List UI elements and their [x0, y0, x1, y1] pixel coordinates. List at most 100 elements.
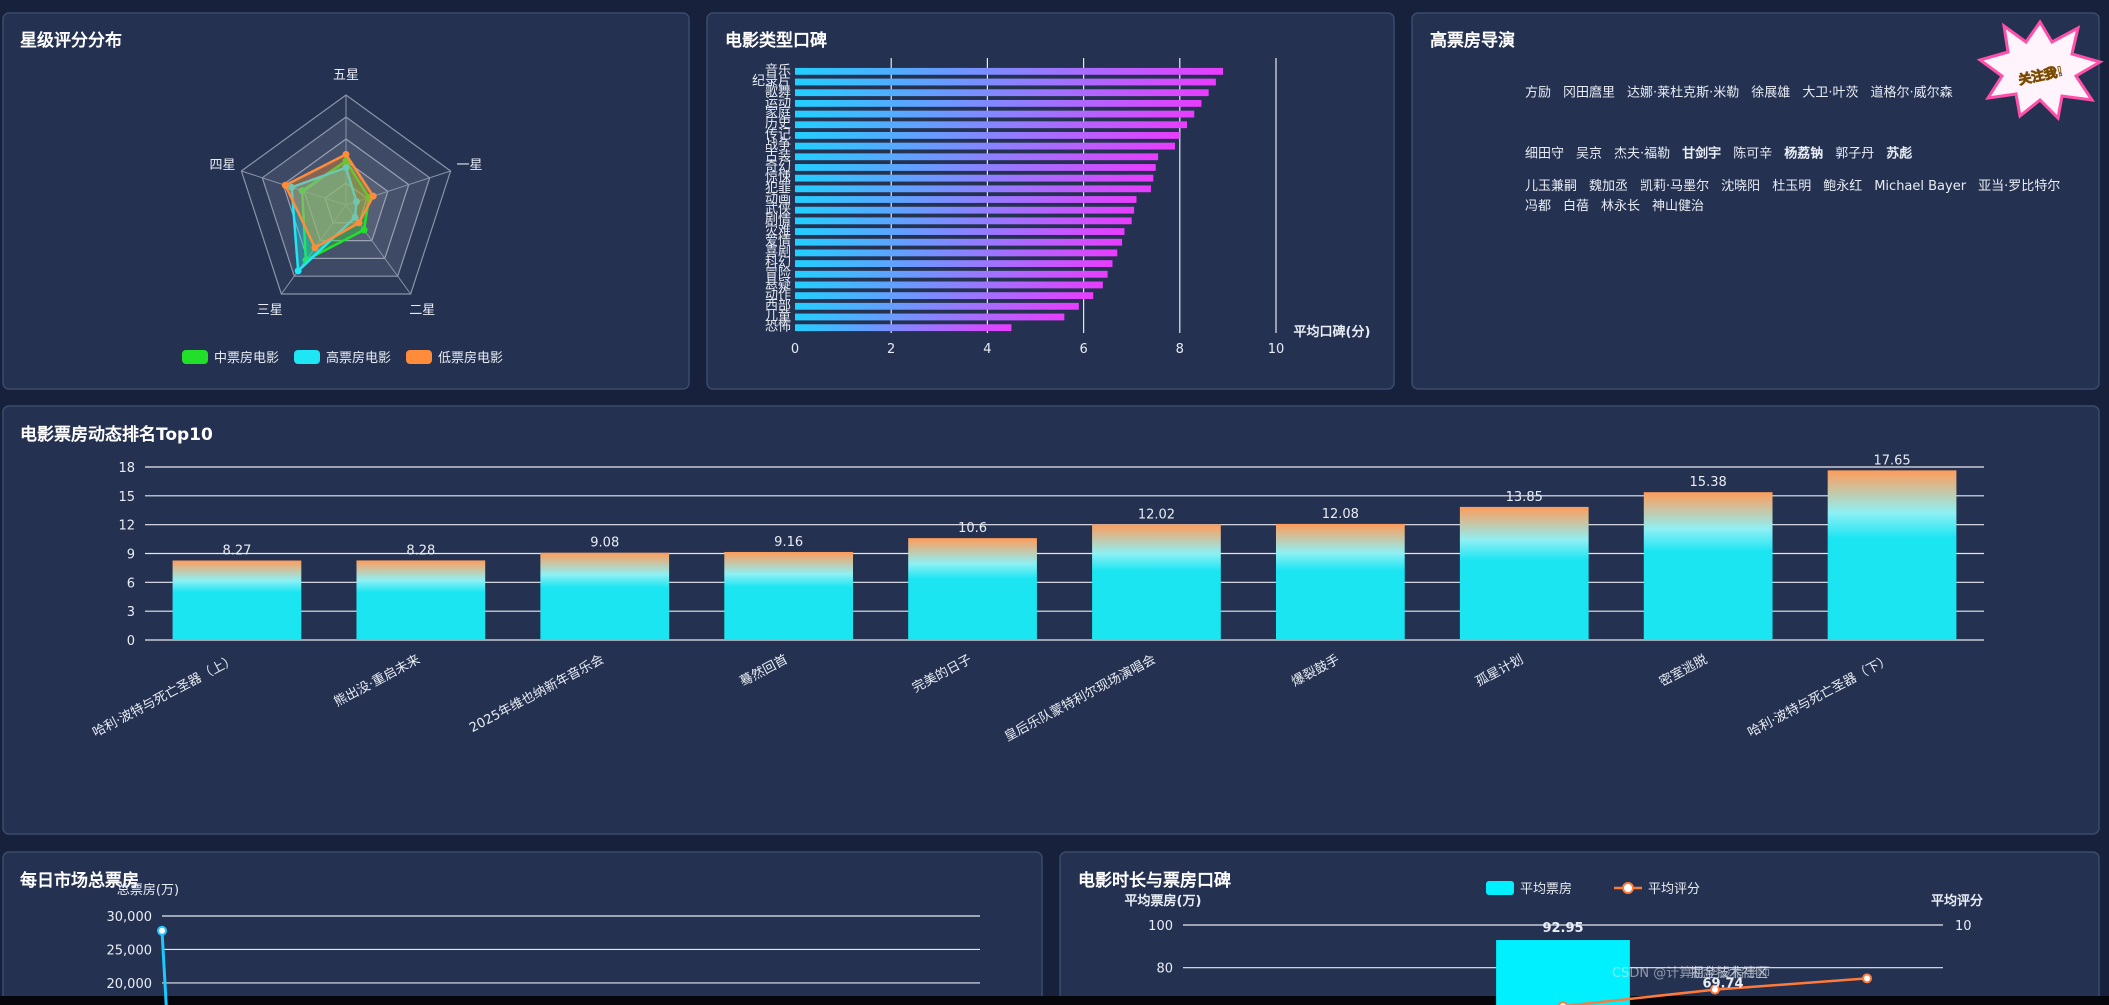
bar: [795, 89, 1209, 97]
word: 冯都: [1525, 199, 1551, 214]
radar-point: [360, 226, 368, 234]
line-point: [157, 925, 167, 936]
radar-point: [298, 187, 306, 195]
bar: [1275, 523, 1405, 640]
word: 林永长: [1601, 199, 1640, 214]
bar: [795, 238, 1123, 246]
x-tick-label: 2: [887, 342, 895, 357]
y-tick-label: 奇幻: [765, 158, 791, 174]
x-tick-label: 4: [983, 342, 991, 357]
bar: [795, 185, 1151, 193]
y-tick-label: 科幻: [765, 256, 791, 271]
bar: [795, 174, 1154, 182]
value-label: 8.28: [406, 543, 435, 558]
legend-label: 低票房电影: [438, 350, 503, 366]
panel: [2, 851, 1043, 1005]
legend-swatch: [182, 350, 208, 364]
value-label: 17.65: [1873, 453, 1910, 468]
radar-point: [355, 219, 363, 227]
radar-axis-label: 一星: [456, 158, 482, 173]
y-axis-label: 平均票房(万): [1125, 893, 1202, 909]
word: 杨荔钠: [1784, 146, 1823, 162]
panel: [1411, 12, 2100, 390]
word: 道格尔·威尔森: [1870, 84, 1952, 100]
radar-spoke: [345, 170, 451, 206]
radar-axis-label: 四星: [210, 158, 236, 173]
y-tick-label: 灾难: [765, 223, 791, 239]
panel: [1059, 851, 2100, 1005]
legend-label: 平均票房: [1520, 881, 1572, 897]
y-tick-label: 喜剧: [765, 245, 791, 260]
plot: [1496, 940, 1872, 1005]
y-tick-label: 战争: [765, 138, 791, 153]
y-tick-label: 运动: [765, 95, 791, 110]
panel-title: 高票房导演: [1430, 30, 1515, 51]
bar: [795, 228, 1125, 235]
radar-point: [294, 267, 302, 275]
y-tick-label: 3: [127, 605, 135, 620]
bar: [908, 538, 1037, 640]
bar: [795, 324, 1012, 332]
bar: [795, 249, 1118, 257]
y-tick-label: 0: [127, 634, 135, 649]
bar: [795, 270, 1108, 278]
legend-swatch: [406, 350, 432, 364]
panel-title: 电影时长与票房口碑: [1078, 870, 1231, 891]
bar: [795, 110, 1195, 118]
word: 苏彪: [1886, 146, 1912, 162]
watermark: CSDN @计算机毕设指导师: [1612, 966, 1770, 981]
word: 亚当·罗比特尔: [1978, 179, 2060, 194]
bar: [795, 217, 1132, 225]
radar-point: [288, 183, 296, 191]
value-label: 69.74: [1702, 977, 1743, 992]
word: 鲍永红: [1823, 178, 1862, 194]
bar: [1459, 506, 1589, 640]
word: 细田守: [1525, 147, 1564, 162]
word: 沈晓阳: [1721, 179, 1760, 194]
bar: [795, 153, 1159, 161]
bar: [1496, 940, 1630, 1005]
y-tick-label: 西部: [765, 298, 791, 313]
panel-title: 电影类型口碑: [725, 30, 827, 51]
word: 方励: [1525, 84, 1551, 100]
y-tick-label: 武侠: [765, 202, 791, 217]
panel: [2, 405, 2100, 835]
radar-point: [281, 181, 289, 189]
radar-point: [352, 198, 360, 206]
y-tick-label: 25,000: [107, 943, 153, 958]
value-label: 9.16: [774, 535, 803, 550]
word: 神山健治: [1652, 199, 1704, 214]
x-tick-label: 6: [1079, 342, 1087, 357]
value-label: 9.08: [590, 536, 619, 551]
bar: [795, 260, 1113, 267]
badge: 关注我!: [1976, 19, 2104, 122]
y-tick-label: 儿童: [765, 308, 791, 324]
y-tick-label: 音乐: [765, 62, 791, 78]
y-tick-label: 动画: [765, 192, 791, 207]
bar: [1092, 524, 1221, 640]
y-tick-label: 冒险: [765, 266, 791, 281]
line-point: [1862, 973, 1872, 984]
word: 陈可辛: [1733, 146, 1772, 162]
value-label: 13.85: [1506, 490, 1543, 505]
bar: [795, 142, 1175, 150]
x-tick-label: 8: [1176, 342, 1184, 357]
bar: [795, 206, 1135, 214]
value-label: 12.02: [1138, 507, 1175, 522]
panel-title: 星级评分分布: [20, 30, 122, 51]
legend-swatch: [294, 350, 320, 364]
radar-point: [342, 150, 350, 158]
word: 杜玉明: [1772, 179, 1811, 194]
bar: [1643, 492, 1773, 640]
bar: [795, 313, 1065, 321]
y-tick-label: 历史: [765, 117, 791, 132]
radar-area: [283, 152, 375, 250]
y-tick-label: 悬疑: [765, 276, 791, 292]
line-point: [1558, 1001, 1568, 1005]
line-point: [1710, 984, 1720, 995]
bar: [795, 281, 1103, 289]
bar: [172, 560, 302, 640]
y-tick-label: 家庭: [765, 105, 791, 121]
